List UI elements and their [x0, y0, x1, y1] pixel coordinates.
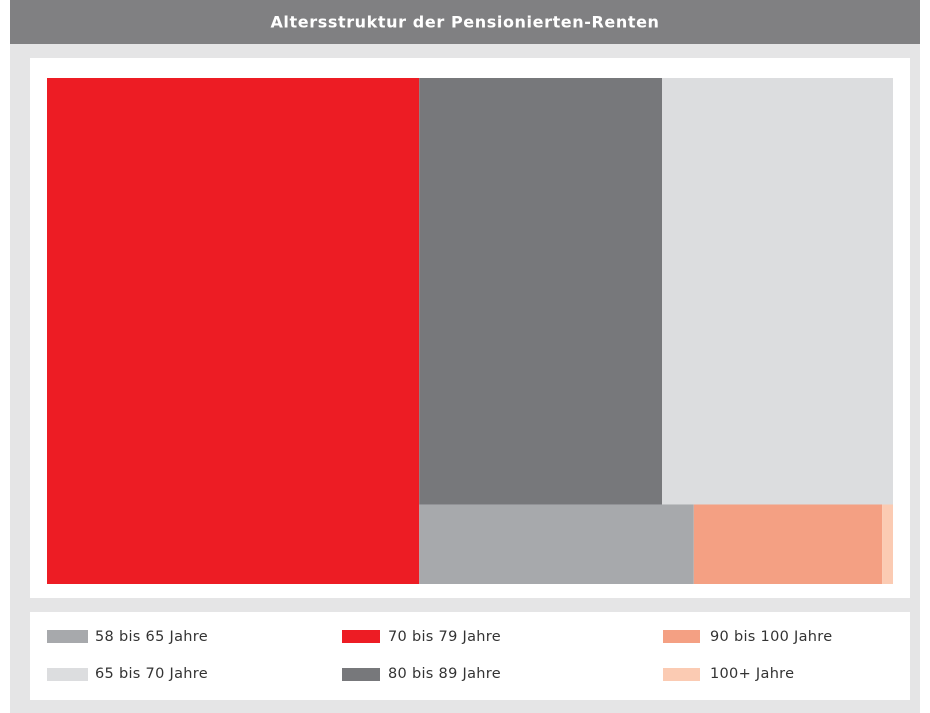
legend: 58 bis 65 Jahre 65 bis 70 Jahre 70 bis 7… [47, 629, 832, 682]
legend-label: 65 bis 70 Jahre [95, 666, 208, 682]
legend-label: 58 bis 65 Jahre [95, 629, 208, 645]
legend-swatch [47, 668, 88, 681]
chart-title: Altersstruktur der Pensionierten-Renten [270, 13, 659, 32]
legend-label: 100+ Jahre [710, 666, 794, 682]
legend-swatch [663, 630, 700, 643]
legend-swatch [47, 630, 88, 643]
legend-swatch [663, 668, 700, 681]
title-bar [10, 0, 920, 44]
legend-swatch [342, 668, 380, 681]
legend-label: 70 bis 79 Jahre [388, 629, 501, 645]
treemap-tile [419, 78, 663, 505]
treemap-tile [882, 504, 893, 584]
legend-label: 80 bis 89 Jahre [388, 666, 501, 682]
treemap-tile [693, 504, 883, 584]
legend-label: 90 bis 100 Jahre [710, 629, 832, 645]
legend-panel [30, 612, 910, 700]
treemap-tile [419, 504, 694, 584]
legend-swatch [342, 630, 380, 643]
treemap-tile [47, 78, 420, 584]
treemap-tile [662, 78, 893, 505]
